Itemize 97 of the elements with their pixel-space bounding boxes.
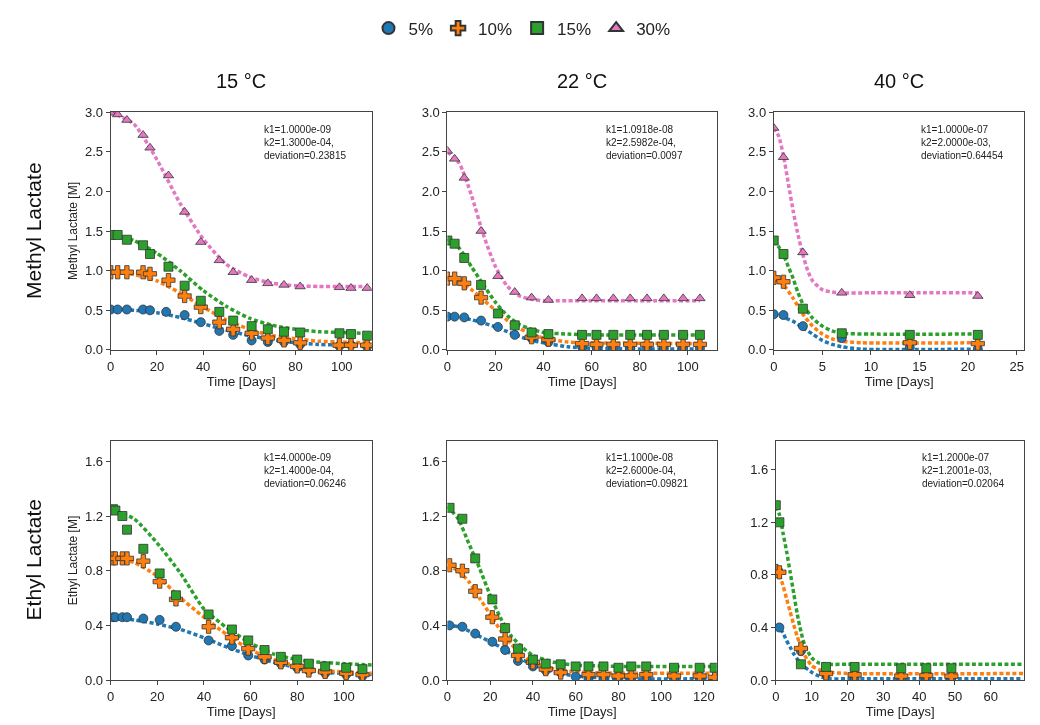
x-tick-label: 60 xyxy=(584,358,599,374)
x-tick-label: 80 xyxy=(289,688,305,704)
x-axis-title: Time [Days] xyxy=(206,703,276,719)
x-tick-label: 40 xyxy=(195,358,211,374)
x-tick-label: 0 xyxy=(107,358,115,374)
y-tick-label: 0.8 xyxy=(750,567,769,583)
y-tick-label: 0.4 xyxy=(85,617,104,633)
legend-label: 30% xyxy=(636,19,671,39)
y-tick-label: 1.2 xyxy=(421,508,440,524)
x-tick-label: 30 xyxy=(876,688,891,704)
text: Ethyl Lactate xyxy=(21,499,45,621)
x-axis-title: Time [Days] xyxy=(547,703,617,719)
legend-label: 5% xyxy=(408,19,434,39)
y-tick-label: 2.0 xyxy=(748,183,767,199)
x-tick-label: 40 xyxy=(525,688,541,704)
x-tick-label: 60 xyxy=(568,688,583,704)
legend-label: 15% xyxy=(557,19,592,39)
x-tick-label: 20 xyxy=(482,688,498,704)
x-tick-label: 40 xyxy=(196,688,212,704)
y-tick-label: 0.0 xyxy=(85,672,104,688)
chart-title: 40 °C xyxy=(874,70,925,92)
y-tick-label: 1.5 xyxy=(421,223,440,239)
x-axis-title: Time [Days] xyxy=(864,373,934,389)
text: Methyl Lactate xyxy=(22,162,45,300)
y-tick-label: 0.0 xyxy=(421,342,440,358)
x-tick-label: 40 xyxy=(536,358,551,374)
annotation: k1=1.1000e-08 k2=2.6000e-04, deviation=0.09821 xyxy=(606,452,689,489)
x-tick-label: 10 xyxy=(804,688,819,704)
y-tick-label: 0.4 xyxy=(750,620,769,636)
annotation: k1=1.0000e-07 k2=2.0000e-03, deviation=0.64454 xyxy=(921,124,1004,161)
x-tick-label: 0 xyxy=(772,688,780,704)
x-tick-label: 0 xyxy=(443,688,452,704)
y-tick-label: 2.0 xyxy=(421,183,440,199)
annotation: k1=4.0000e-09 k2=1.4000e-04, deviation=0.06246 xyxy=(264,452,347,489)
annotation: k1=1.2000e-07 k2=1.2001e-03, deviation=0.02064 xyxy=(922,452,1005,489)
y-tick-label: 0.5 xyxy=(421,302,440,318)
x-tick-label: 20 xyxy=(840,688,855,704)
chart-title: 15 °C xyxy=(216,70,267,92)
y-tick-label: 1.0 xyxy=(85,263,104,279)
x-tick-label: 0 xyxy=(770,358,778,374)
chart-title: 22 °C xyxy=(557,70,608,92)
y-tick-label: 1.2 xyxy=(85,508,104,524)
x-tick-label: 100 xyxy=(332,688,355,704)
x-tick-label: 50 xyxy=(947,688,963,704)
x-tick-label: 80 xyxy=(611,688,626,704)
x-tick-label: 60 xyxy=(242,358,257,374)
y-tick-label: 1.5 xyxy=(748,223,767,239)
y-tick-label: 1.2 xyxy=(750,514,769,530)
x-tick-label: 100 xyxy=(677,358,699,374)
y-tick-label: 1.6 xyxy=(421,453,440,469)
x-tick-label: 100 xyxy=(330,358,353,374)
y-tick-label: 0.4 xyxy=(421,617,440,633)
y-tick-label: 2.5 xyxy=(748,144,767,160)
y-tick-label: 1.0 xyxy=(421,263,440,279)
y-tick-label: 1.6 xyxy=(750,462,769,478)
y-tick-label: 0.0 xyxy=(421,672,440,688)
y-tick-label: 1.5 xyxy=(85,223,104,239)
y-tick-label: 1.0 xyxy=(748,263,767,279)
x-tick-label: 0 xyxy=(107,688,115,704)
x-tick-label: 20 xyxy=(150,688,165,704)
x-tick-label: 80 xyxy=(288,358,303,374)
legend-label: 10% xyxy=(478,19,513,39)
y-tick-label: 2.0 xyxy=(85,183,104,199)
y-tick-label: 3.0 xyxy=(85,104,104,120)
x-axis-title: Time [Days] xyxy=(865,703,935,719)
x-tick-label: 60 xyxy=(243,688,258,704)
x-tick-label: 20 xyxy=(149,358,165,374)
x-tick-label: 20 xyxy=(960,358,976,374)
y-tick-label: 3.0 xyxy=(421,104,440,120)
x-tick-label: 5 xyxy=(818,358,826,374)
x-tick-label: 40 xyxy=(911,688,927,704)
x-tick-label: 25 xyxy=(1009,358,1024,374)
y-tick-label: 0.8 xyxy=(85,563,104,579)
y-tick-label: 2.5 xyxy=(421,144,440,160)
y-tick-label: 0.0 xyxy=(85,342,104,358)
y-tick-label: 0.5 xyxy=(748,302,767,318)
y-axis-title: Ethyl Lactate [M] xyxy=(66,515,81,606)
annotation: k1=1.0000e-09 k2=1.3000e-04, deviation=0.23815 xyxy=(264,124,347,161)
y-tick-label: 2.5 xyxy=(85,144,104,160)
y-tick-label: 1.6 xyxy=(85,453,104,469)
x-axis-title: Time [Days] xyxy=(547,373,617,389)
x-tick-label: 100 xyxy=(650,688,673,704)
x-tick-label: 80 xyxy=(632,358,648,374)
y-tick-label: 0.5 xyxy=(85,302,104,318)
y-tick-label: 3.0 xyxy=(748,104,767,120)
x-tick-label: 15 xyxy=(912,358,927,374)
y-tick-label: 0.0 xyxy=(748,342,767,358)
x-axis-title: Time [Days] xyxy=(206,373,276,389)
x-tick-label: 10 xyxy=(863,358,879,374)
y-tick-label: 0.8 xyxy=(421,563,440,579)
x-tick-label: 0 xyxy=(443,358,452,374)
x-tick-label: 20 xyxy=(488,358,503,374)
x-tick-label: 60 xyxy=(983,688,999,704)
y-tick-label: 0.0 xyxy=(750,672,769,688)
y-axis-title: Methyl Lactate [M] xyxy=(66,181,81,281)
x-tick-label: 120 xyxy=(693,688,715,704)
annotation: k1=1.0918e-08 k2=2.5982e-04, deviation=0.0097 xyxy=(606,124,683,161)
